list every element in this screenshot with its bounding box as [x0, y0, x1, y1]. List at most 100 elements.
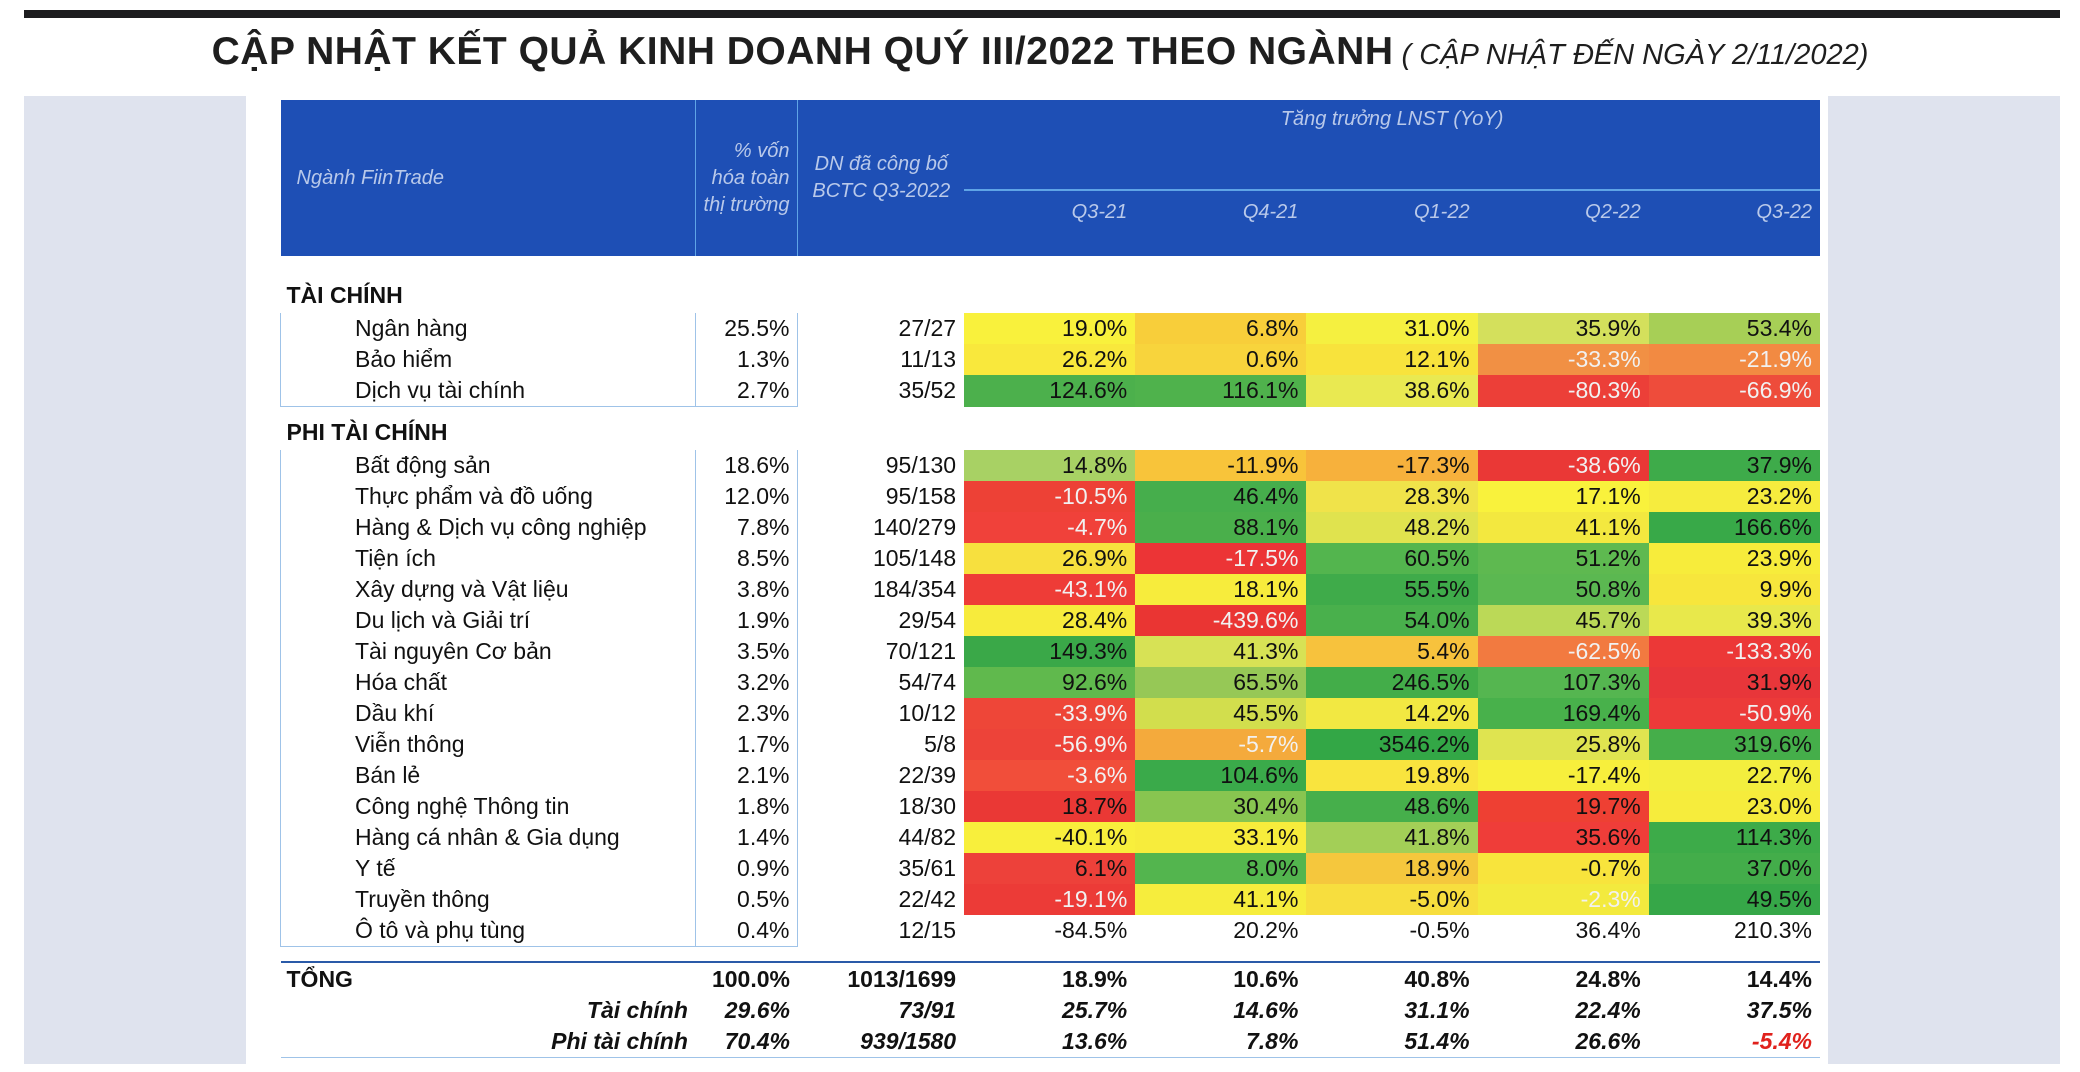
sector-name: Ô tô và phụ tùng [279, 914, 696, 947]
sector-name: Truyền thông [279, 883, 696, 915]
growth-value: 0.6% [1135, 344, 1307, 375]
growth-value: -17.4% [1477, 759, 1649, 791]
total-growth-value: 24.8% [1477, 961, 1649, 995]
growth-value: 8.0% [1135, 852, 1307, 884]
growth-value: -84.5% [1054, 916, 1128, 943]
growth-value: -4.7% [964, 511, 1136, 543]
sector-column-header: Ngành FiinTrade [280, 100, 697, 256]
sector-name: Công nghệ Thông tin [279, 790, 696, 822]
table-row: Bất động sản 18.6% 95/130 14.8% -11.9% -17.3%… [279, 449, 1820, 481]
growth-value: 25.8% [1477, 728, 1649, 760]
growth-value: 114.3% [1648, 821, 1820, 853]
growth-value: 22.7% [1648, 759, 1820, 791]
growth-value: 18.1% [1135, 573, 1307, 605]
quarter-header: Q1-22 [1306, 190, 1478, 256]
table-row: Viễn thông 1.7% 5/8 -56.9% -5.7% 3546.2% 25.8%… [279, 728, 1820, 760]
sector-name: Hóa chất [279, 666, 696, 698]
reported-companies: 22/39 [898, 761, 957, 788]
table-row: Ô tô và phụ tùng 0.4% 12/15 -84.5% 20.2% -0.5… [279, 914, 1821, 947]
table-row: Truyền thông 0.5% 22/42 -19.1% 41.1% -5.0% -2.… [279, 883, 1820, 915]
total-growth-value: 13.6% [964, 1026, 1136, 1058]
sector-name: Bất động sản [279, 449, 696, 481]
growth-value: 6.8% [1135, 313, 1307, 344]
total-growth-value: 37.5% [1746, 997, 1812, 1023]
growth-value: 31.9% [1648, 666, 1820, 698]
growth-value: 35.6% [1477, 821, 1649, 853]
content-panel: Ngành FiinTrade % vốn hóa toàn thị trườn… [24, 96, 2060, 1064]
sector-name: Dầu khí [279, 697, 696, 729]
market-cap-share: 18.6% [695, 449, 799, 481]
growth-value: 319.6% [1648, 728, 1820, 760]
reported-companies: 18/30 [898, 792, 957, 819]
subtotal-row: Tài chính 29.6% 73/91 25.7% 14.6% 31.1% 22.4% 3… [281, 995, 1821, 1026]
growth-value: 37.9% [1648, 449, 1820, 481]
growth-value: 55.5% [1306, 573, 1478, 605]
growth-value: 38.6% [1306, 375, 1478, 407]
growth-value: 18.7% [964, 790, 1136, 822]
reported-companies: 70/121 [885, 637, 957, 664]
growth-value: 19.8% [1306, 759, 1478, 791]
table-row: Ngân hàng 25.5% 27/27 19.0% 6.8% 31.0% 35.9% 53… [279, 313, 1820, 344]
reported-companies: 35/61 [898, 854, 957, 881]
section-header-row: PHI TÀI CHÍNH [281, 407, 1821, 450]
growth-value: -19.1% [964, 883, 1136, 915]
reported-companies: 27/27 [898, 315, 957, 341]
row-spacer [281, 946, 1821, 962]
sector-name: Hàng cá nhân & Gia dụng [279, 821, 696, 853]
table-row: Công nghệ Thông tin 1.8% 18/30 18.7% 30.4% 48… [279, 790, 1820, 822]
sector-name: Tài nguyên Cơ bản [279, 635, 696, 667]
growth-value: 107.3% [1477, 666, 1649, 698]
quarter-header-row: Q3-21 Q4-21 Q1-22 Q2-22 Q3-22 [281, 190, 1820, 256]
growth-value: 116.1% [1135, 375, 1307, 407]
growth-value: 45.7% [1477, 604, 1649, 636]
market-cap-share: 2.1% [695, 759, 799, 791]
growth-value: 28.3% [1306, 480, 1478, 512]
table-row: Du lịch và Giải trí 1.9% 29/54 28.4% -439.6%… [279, 604, 1820, 636]
market-cap-share: 3.5% [695, 635, 799, 667]
market-cap-share: 2.3% [695, 697, 799, 729]
sector-name: Du lịch và Giải trí [279, 604, 696, 636]
growth-value: 124.6% [964, 375, 1136, 407]
reported-companies: 5/8 [924, 730, 957, 757]
table-row: Bảo hiểm 1.3% 11/13 26.2% 0.6% 12.1% -33.3% -21… [279, 344, 1820, 375]
growth-value: -5.7% [1135, 728, 1307, 760]
growth-value: 54.0% [1306, 604, 1478, 636]
reported-companies: 105/148 [872, 544, 957, 571]
top-rule [24, 10, 2060, 18]
total-growth-value: 25.7% [1062, 997, 1128, 1023]
growth-value: 31.0% [1306, 313, 1478, 344]
growth-value: -33.9% [964, 697, 1136, 729]
growth-value: -38.6% [1477, 449, 1649, 481]
growth-value: 45.5% [1135, 697, 1307, 729]
market-cap-share: 1.8% [695, 790, 799, 822]
growth-value: -17.3% [1306, 449, 1478, 481]
growth-value: 23.2% [1648, 480, 1820, 512]
growth-value: 3546.2% [1306, 728, 1478, 760]
market-cap-share: 3.8% [695, 573, 799, 605]
growth-value: 88.1% [1135, 511, 1307, 543]
growth-value: -80.3% [1477, 375, 1649, 407]
growth-value: 28.4% [964, 604, 1136, 636]
total-row: TỔNG 100.0% 1013/1699 18.9% 10.6% 40.8% 24.8% 1… [280, 961, 1820, 995]
quarter-header: Q2-22 [1477, 190, 1649, 256]
growth-value: 6.1% [964, 852, 1136, 884]
growth-value: -2.3% [1477, 883, 1649, 915]
market-cap-share: 1.7% [695, 728, 799, 760]
sector-name: Hàng & Dịch vụ công nghiệp [279, 511, 696, 543]
growth-value: 33.1% [1135, 821, 1307, 853]
growth-value: 41.1% [1135, 883, 1307, 915]
growth-value: -0.7% [1477, 852, 1649, 884]
growth-value: 37.0% [1648, 852, 1820, 884]
growth-value: 60.5% [1306, 542, 1478, 574]
growth-value: 50.8% [1477, 573, 1649, 605]
growth-value: 36.4% [1575, 916, 1641, 943]
reported-companies: 184/354 [872, 575, 957, 602]
table-row: Dịch vụ tài chính 2.7% 35/52 124.6% 116.1% 38… [279, 375, 1820, 407]
sector-name: Y tế [279, 852, 696, 884]
reported-companies: 10/12 [898, 699, 957, 726]
total-market-cap-share: 29.6% [724, 997, 790, 1023]
total-reported-companies: 73/91 [898, 997, 957, 1023]
total-label: Tài chính [586, 997, 688, 1023]
growth-value: 49.5% [1648, 883, 1820, 915]
reported-companies: 54/74 [898, 668, 957, 695]
